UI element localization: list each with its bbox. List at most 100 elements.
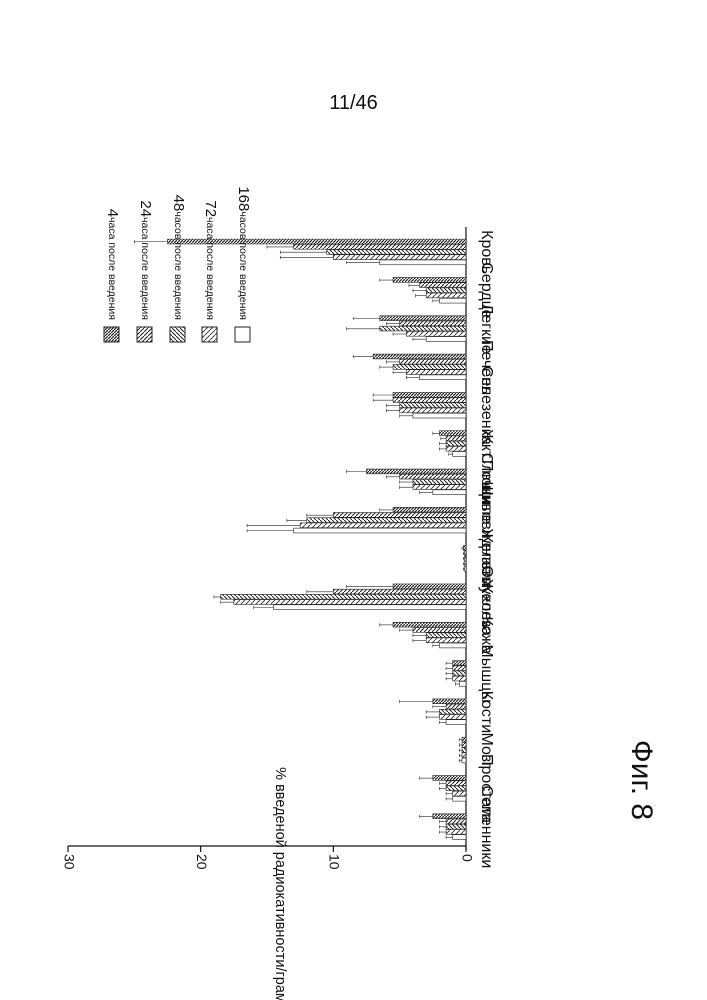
- bar-0-3: [333, 255, 466, 260]
- bar-15-4: [453, 835, 466, 840]
- bar-1-0: [393, 277, 466, 282]
- legend-number: 24: [137, 200, 154, 217]
- bar-12-0: [433, 699, 466, 704]
- value-tick-label: 30: [61, 854, 77, 870]
- bar-5-2: [446, 441, 466, 446]
- bar-0-1: [294, 244, 466, 249]
- legend-swatch-0: [104, 327, 119, 342]
- value-tick-label: 20: [194, 854, 210, 870]
- bar-7-2: [307, 518, 466, 523]
- bar-1-3: [426, 293, 466, 298]
- bar-13-3: [462, 753, 466, 758]
- bar-8-3: [465, 561, 466, 566]
- bar-4-2: [400, 403, 466, 408]
- bar-10-4: [439, 643, 466, 648]
- bar-4-3: [400, 408, 466, 413]
- bar-14-4: [453, 796, 466, 801]
- bar-14-1: [446, 781, 466, 786]
- bar-9-1: [333, 589, 466, 594]
- bar-2-1: [400, 321, 466, 326]
- bar-10-3: [426, 638, 466, 643]
- bar-10-0: [393, 622, 466, 627]
- bar-5-0: [439, 431, 466, 436]
- bar-2-4: [426, 337, 466, 342]
- bar-3-3: [406, 370, 466, 375]
- bar-2-3: [406, 331, 466, 336]
- bar-13-2: [462, 748, 466, 753]
- legend-number: 4: [104, 209, 121, 217]
- legend-swatch-2: [170, 327, 185, 342]
- bar-9-2: [221, 594, 466, 599]
- bar-6-3: [413, 485, 466, 490]
- bar-4-1: [393, 398, 466, 403]
- legend-number: 48: [170, 195, 187, 212]
- value-tick-label: 10: [327, 854, 343, 870]
- bar-3-1: [400, 359, 466, 364]
- bar-5-4: [453, 452, 466, 457]
- bar-4-4: [413, 413, 466, 418]
- bar-13-4: [462, 758, 466, 763]
- bar-6-0: [367, 469, 467, 474]
- legend-entry-0: 4часа после введения: [104, 209, 121, 320]
- bar-7-3: [300, 523, 466, 528]
- bar-8-0: [463, 546, 466, 551]
- bar-7-1: [333, 513, 466, 518]
- bar-12-4: [446, 720, 466, 725]
- bar-1-4: [439, 298, 466, 303]
- category-label: Семенники: [478, 785, 495, 868]
- bar-3-0: [373, 354, 466, 359]
- bar-15-1: [446, 819, 466, 824]
- bar-11-3: [453, 676, 466, 681]
- bar-13-1: [462, 742, 466, 747]
- bar-9-0: [393, 584, 466, 589]
- legend-swatch-1: [137, 327, 152, 342]
- bar-9-4: [274, 605, 466, 610]
- legend-swatch-3: [202, 327, 217, 342]
- bar-12-1: [446, 704, 466, 709]
- bar-8-4: [465, 566, 466, 571]
- legend-entry-4: 168часов после введения: [235, 186, 252, 320]
- legend-entry-2: 48часов после введения: [170, 195, 187, 320]
- bar-15-2: [446, 824, 466, 829]
- legend-text: часа после введения: [139, 217, 151, 320]
- category-label: Кости: [478, 691, 495, 733]
- bar-3-4: [420, 375, 466, 380]
- bar-6-2: [413, 479, 466, 484]
- legend-text: часа после введения: [106, 217, 118, 320]
- bar-10-2: [426, 633, 466, 638]
- bar-11-2: [453, 671, 466, 676]
- bar-8-1: [465, 551, 466, 556]
- bar-11-1: [453, 666, 466, 671]
- bar-12-2: [439, 709, 466, 714]
- bar-15-0: [433, 814, 466, 819]
- bar-6-1: [400, 474, 466, 479]
- legend-entry-3: 72часа после введения: [202, 200, 219, 320]
- legend-text: часа после введения: [204, 217, 216, 320]
- legend-number: 168: [235, 186, 252, 211]
- legend-entry-1: 24часа после введения: [137, 200, 154, 320]
- bar-7-0: [393, 507, 466, 512]
- bar-4-0: [393, 392, 466, 397]
- bar-6-4: [433, 490, 466, 495]
- legend-swatch-4: [235, 327, 250, 342]
- bar-9-3: [234, 600, 466, 605]
- bar-15-3: [446, 829, 466, 834]
- bar-14-0: [433, 776, 466, 781]
- bar-2-0: [380, 316, 466, 321]
- bar-12-3: [439, 715, 466, 720]
- bar-11-0: [453, 661, 466, 666]
- bar-0-4: [380, 260, 466, 265]
- bar-2-2: [380, 326, 466, 331]
- bar-14-3: [453, 791, 466, 796]
- bar-3-2: [393, 364, 466, 369]
- bar-11-4: [459, 681, 466, 686]
- legend-text: часов после введения: [237, 211, 249, 320]
- value-tick-label: 0: [459, 854, 475, 862]
- bar-5-3: [446, 446, 466, 451]
- bar-0-2: [327, 250, 466, 255]
- bar-8-2: [465, 556, 466, 561]
- legend-text: часов после введения: [172, 211, 184, 320]
- bar-5-1: [446, 436, 466, 441]
- bar-14-2: [446, 786, 466, 791]
- bar-chart: 0102030% введеной радиокативности/граммК…: [0, 0, 707, 1000]
